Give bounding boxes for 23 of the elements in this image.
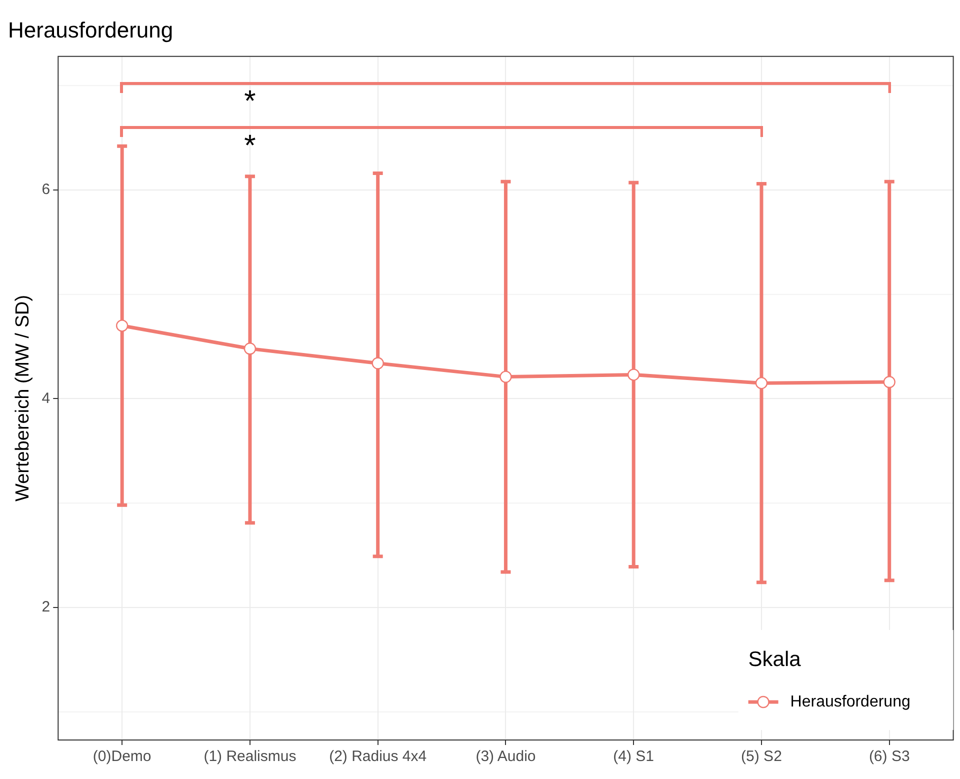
point bbox=[116, 320, 128, 332]
point bbox=[500, 370, 512, 383]
annotation: * bbox=[244, 129, 256, 162]
chart-title: Herausforderung bbox=[8, 17, 174, 42]
legend-title: Skala bbox=[748, 648, 802, 671]
x-tick-label: (6) S3 bbox=[868, 748, 910, 766]
annotation: * bbox=[244, 85, 256, 118]
point bbox=[755, 376, 768, 390]
point bbox=[244, 342, 256, 355]
y-tick-label: 6 bbox=[42, 181, 50, 198]
x-tick-label: (1) Realismus bbox=[204, 748, 296, 766]
y-tick-label: 4 bbox=[42, 390, 50, 407]
x-tick-label: (4) S1 bbox=[613, 748, 654, 766]
y-axis-title: Wertebereich (MW / SD) bbox=[12, 294, 34, 502]
x-tick-label: (2) Radius 4x4 bbox=[329, 748, 427, 766]
x-tick-label: (0)Demo bbox=[92, 748, 152, 766]
point bbox=[883, 376, 896, 388]
point bbox=[372, 357, 384, 370]
legend-label: Herausforderung bbox=[790, 693, 910, 710]
y-tick-label: 2 bbox=[42, 598, 50, 616]
x-tick-label: (5) S2 bbox=[741, 748, 782, 766]
point bbox=[628, 368, 640, 381]
x-tick-label: (3) Audio bbox=[476, 748, 536, 766]
